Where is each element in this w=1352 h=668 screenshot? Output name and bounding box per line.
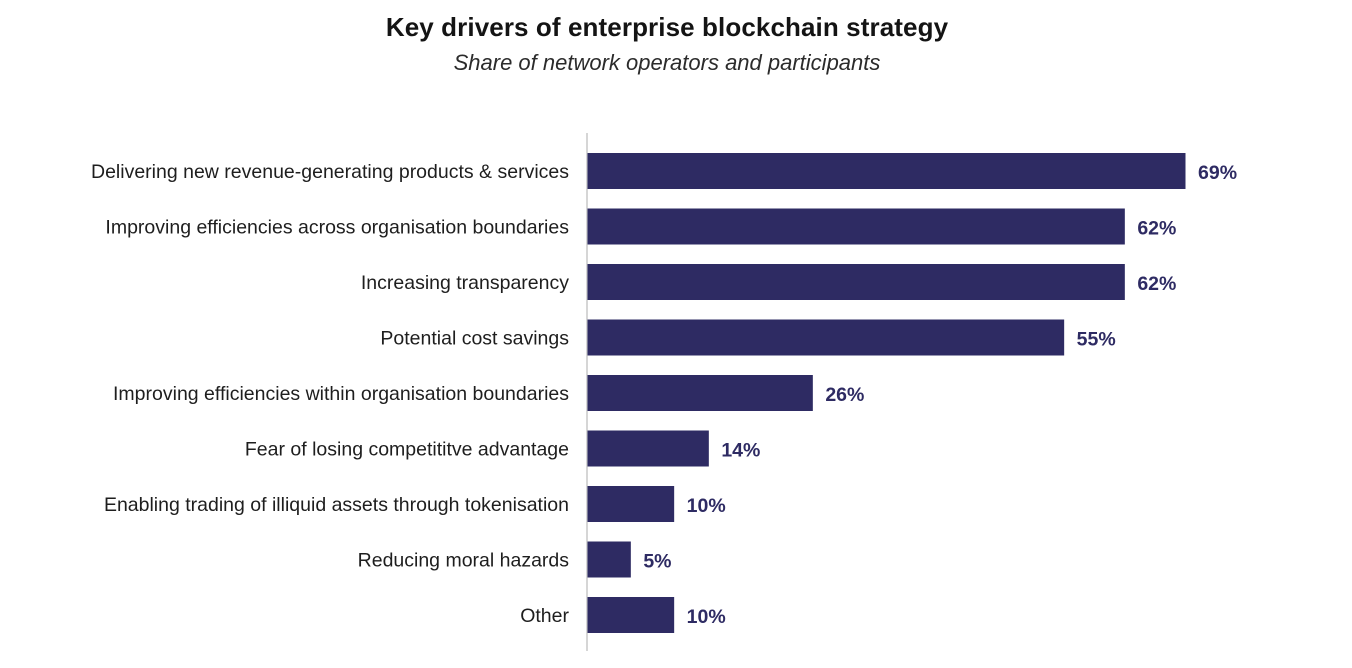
category-label-6: Enabling trading of illiquid assets thro… <box>104 494 569 516</box>
value-label-0: 69% <box>1198 162 1237 184</box>
bar-5 <box>587 430 709 467</box>
bar-8 <box>587 597 675 633</box>
chart-title: Key drivers of enterprise blockchain str… <box>385 12 949 42</box>
category-label-0: Delivering new revenue-generating produc… <box>91 161 569 183</box>
bar-6 <box>587 486 675 522</box>
value-label-2: 62% <box>1137 273 1176 295</box>
value-label-4: 26% <box>825 384 864 406</box>
value-label-1: 62% <box>1137 218 1176 240</box>
value-label-6: 10% <box>687 495 726 517</box>
category-label-3: Potential cost savings <box>380 328 569 350</box>
category-label-7: Reducing moral hazards <box>358 550 570 572</box>
bar-7 <box>587 541 631 578</box>
value-label-8: 10% <box>687 606 726 628</box>
bar-2 <box>587 264 1125 300</box>
bar-1 <box>587 208 1125 245</box>
category-label-1: Improving efficiencies across organisati… <box>105 217 569 239</box>
value-label-3: 55% <box>1077 329 1116 351</box>
bar-4 <box>587 375 813 411</box>
category-label-2: Increasing transparency <box>361 272 569 294</box>
chart-subtitle: Share of network operators and participa… <box>453 50 881 75</box>
category-label-5: Fear of losing competititve advantage <box>245 439 569 461</box>
value-label-5: 14% <box>721 440 760 462</box>
category-label-4: Improving efficiencies within organisati… <box>113 383 569 405</box>
category-label-8: Other <box>520 605 569 627</box>
value-label-7: 5% <box>643 551 671 573</box>
bar-3 <box>587 319 1065 356</box>
bar-0 <box>587 153 1186 189</box>
